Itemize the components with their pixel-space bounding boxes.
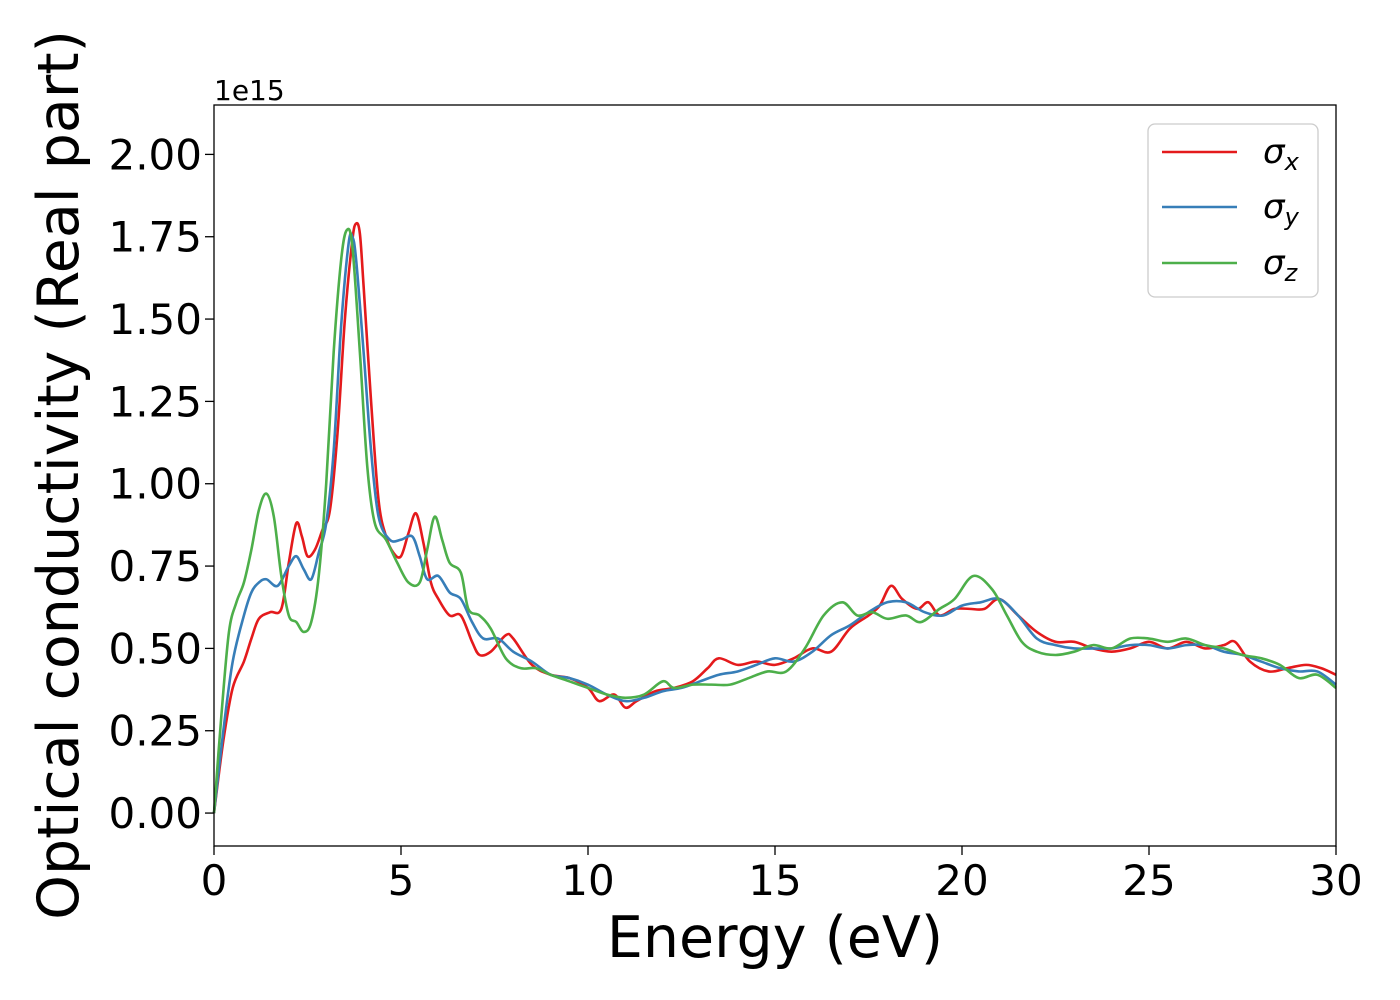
y-tick-label: 0.00 [108,789,202,838]
y-axis-ticks: 0.00 0.25 0.50 0.75 1.00 1.25 1.50 1.75 2.00 [108,130,214,838]
y-tick-label: 1.75 [108,213,202,262]
y-tick-label: 1.50 [108,295,202,344]
y-tick-label: 0.25 [108,707,202,756]
series-layer [212,221,1337,814]
legend-symbol: σ [1263,132,1286,172]
legend-subscript: y [1284,203,1300,231]
legend-label-x: σx [1263,132,1300,176]
y-tick-label: 0.50 [108,624,202,673]
x-tick-label: 30 [1309,856,1362,905]
x-tick-label: 25 [1122,856,1175,905]
series-line-z [212,227,1337,814]
x-axis-title: Energy (eV) [607,905,943,971]
y-tick-label: 1.25 [108,377,202,426]
x-tick-label: 0 [201,856,228,905]
x-tick-label: 10 [561,856,614,905]
y-tick-label: 1.00 [108,460,202,509]
x-tick-label: 20 [935,856,988,905]
series-line-x [212,221,1337,814]
legend-symbol: σ [1263,243,1286,283]
legend-label-z: σz [1263,243,1299,287]
x-axis-ticks: 0 5 10 15 20 25 30 [201,846,1363,905]
legend-subscript: x [1284,148,1300,176]
y-axis-title: Optical conductivity (Real part) [26,30,92,920]
y-tick-label: 2.00 [108,130,202,179]
y-offset-label: 1e15 [214,74,285,107]
x-tick-label: 5 [388,856,415,905]
y-tick-label: 0.75 [108,542,202,591]
legend-frame [1147,123,1319,298]
legend-symbol: σ [1263,187,1286,227]
x-tick-label: 15 [748,856,801,905]
legend-subscript: z [1284,259,1299,287]
legend-label-y: σy [1263,187,1300,231]
